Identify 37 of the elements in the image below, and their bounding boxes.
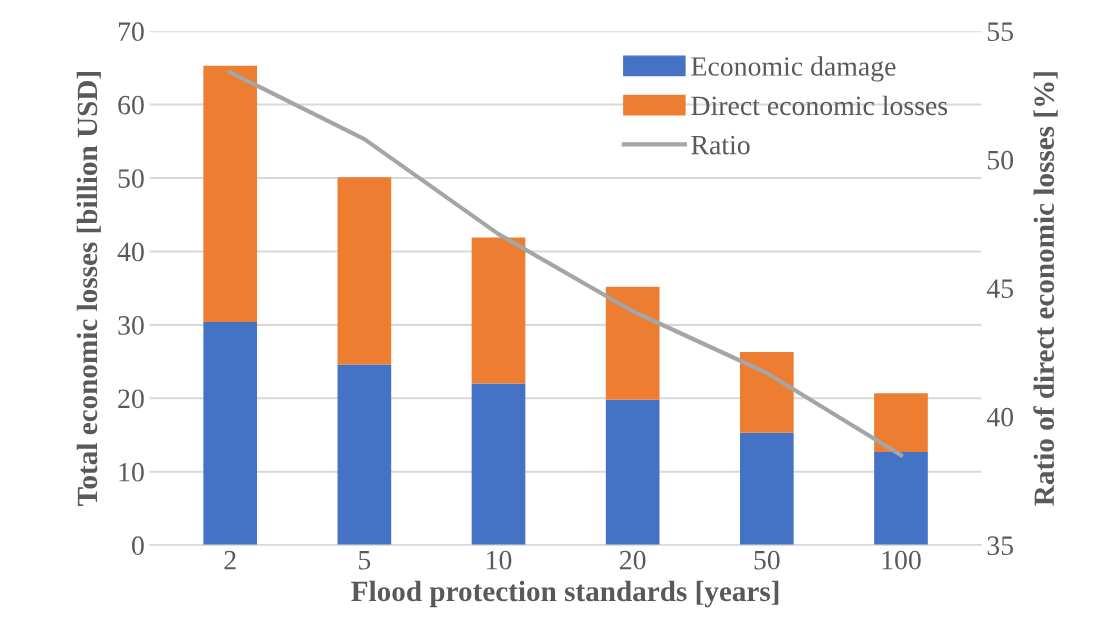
y-tick-label: 30	[118, 316, 144, 335]
x-tick-label: 10	[487, 550, 512, 570]
y2-tick-label: 35	[987, 536, 1014, 556]
x-tick-label: 5	[359, 551, 371, 570]
x-tick-label: 100	[882, 550, 921, 570]
legend-label: Direct economic losses	[691, 95, 948, 116]
y-tick-label: 0	[132, 536, 144, 556]
y-axis-title: Total economic losses [billion USD]	[76, 72, 101, 506]
x-axis-title: Flood protection standards [years]	[351, 580, 779, 608]
x-tick-label: 50	[754, 550, 780, 570]
y2-tick-label: 45	[986, 279, 1014, 299]
y2-axis-title: Ratio of direct economic losses [%]	[1033, 72, 1058, 506]
y2-tick-label: 55	[987, 22, 1014, 42]
x-tick-label: 20	[620, 550, 646, 570]
bar	[739, 352, 794, 433]
bar	[874, 393, 928, 452]
bar	[337, 364, 392, 546]
legend-label: Economic damage	[691, 56, 896, 82]
x-tick-label: 2	[224, 550, 236, 570]
y-tick-label: 40	[117, 242, 144, 262]
bar	[739, 432, 794, 546]
bar	[874, 451, 928, 546]
y2-tick-label: 50	[987, 150, 1014, 170]
bar	[471, 237, 526, 384]
bar	[203, 321, 258, 546]
bar	[337, 177, 392, 365]
bar	[203, 65, 258, 322]
y-tick-label: 20	[118, 389, 144, 409]
bar	[471, 383, 526, 546]
bar	[605, 399, 660, 546]
y2-tick-label: 40	[986, 407, 1014, 427]
y-tick-label: 50	[118, 169, 144, 188]
y-tick-label: 10	[119, 462, 144, 482]
legend-label: Ratio	[691, 135, 750, 155]
y-tick-label: 60	[118, 95, 144, 115]
y-tick-label: 70	[118, 22, 144, 42]
bar	[605, 286, 660, 400]
